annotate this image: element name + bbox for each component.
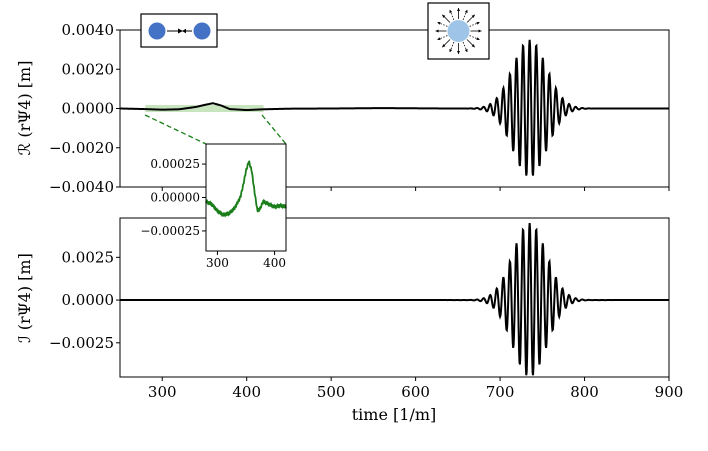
- x-tick-label: 400: [263, 256, 286, 270]
- y-tick-label: −0.00025: [140, 224, 200, 238]
- x-tick-label: 600: [401, 383, 430, 401]
- zoom-connector-left: [144, 114, 207, 145]
- y-tick-label: 0.00000: [150, 191, 200, 205]
- y-tick-label: −0.0025: [49, 334, 114, 352]
- inset-series-line: [205, 160, 287, 218]
- y-tick-label: −0.0040: [49, 178, 114, 196]
- top-series-line: [119, 39, 669, 176]
- inset-x-ticks: 300 400: [206, 251, 286, 270]
- inset-background: [206, 144, 286, 251]
- inset-y-ticks: −0.00025 0.00000 0.00025: [140, 157, 206, 238]
- x-tick-label: 300: [148, 383, 177, 401]
- y-tick-label: 0.0000: [62, 100, 115, 118]
- y-tick-label: −0.0020: [49, 139, 114, 157]
- radiating-star-icon: [427, 2, 490, 60]
- x-axis-label: time [1/m]: [352, 405, 437, 424]
- y-tick-label: 0.00025: [150, 157, 200, 171]
- bottom-x-ticks: 300 400 500 600 700 800 900: [148, 377, 683, 401]
- y-tick-label: 0.0040: [62, 21, 115, 39]
- zoom-connector-right: [261, 114, 287, 145]
- y-tick-label: 0.0025: [62, 248, 115, 266]
- highlight-region: [145, 104, 264, 113]
- bottom-y-axis-label: ℐ (rΨ4) [m]: [15, 253, 34, 343]
- bottom-series-line: [120, 223, 669, 376]
- bottom-plot-frame: [119, 217, 670, 378]
- top-y-axis-label: ℛ (rΨ4) [m]: [15, 61, 34, 156]
- y-tick-label: 0.0000: [62, 291, 115, 309]
- y-tick-label: 0.0020: [62, 60, 115, 78]
- x-tick-label: 500: [317, 383, 346, 401]
- bottom-panel: 300 400 500 600 700 800 900 −0.0025 0.0000 0.002…: [15, 217, 683, 424]
- x-tick-label: 900: [655, 383, 684, 401]
- inset-panel: 300 400 −0.00025 0.00000 0.00025: [140, 143, 287, 270]
- top-panel: −0.0040 −0.0020 0.0000 0.0020 0.0040 ℛ (rΨ4)…: [15, 21, 670, 196]
- x-tick-label: 700: [486, 383, 515, 401]
- x-tick-label: 400: [232, 383, 261, 401]
- top-y-ticks: −0.0040 −0.0020 0.0000 0.0020 0.0040: [49, 21, 120, 196]
- binary-merger-icon: [140, 13, 218, 48]
- x-tick-label: 800: [570, 383, 599, 401]
- bottom-y-ticks: −0.0025 0.0000 0.0025: [49, 248, 120, 352]
- x-tick-label: 300: [206, 256, 229, 270]
